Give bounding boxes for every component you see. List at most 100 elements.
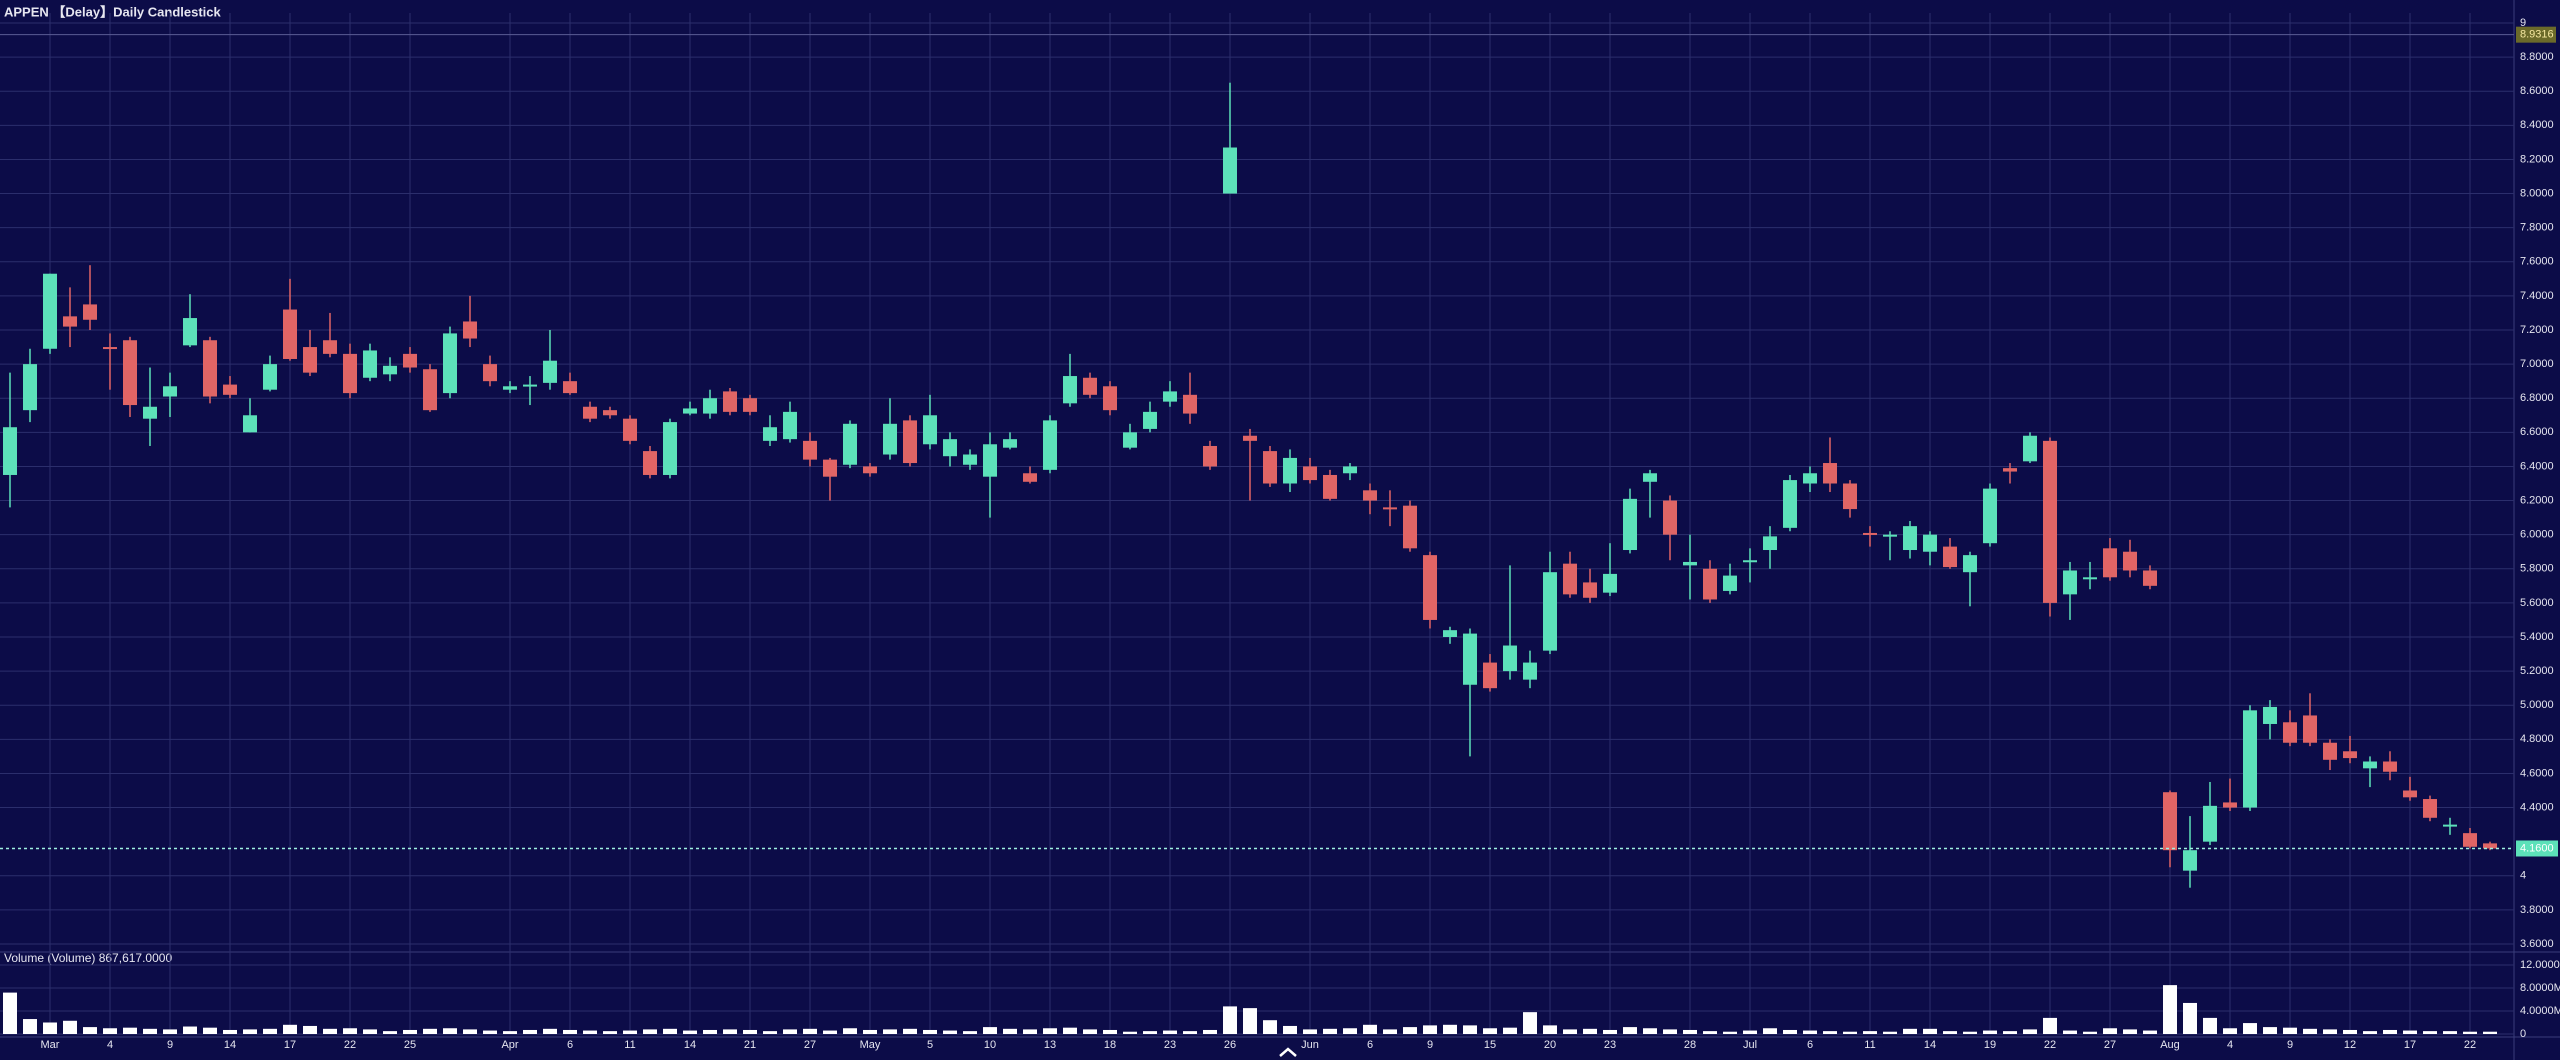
candle-body <box>2403 790 2417 798</box>
volume-bar <box>2203 1017 2217 1034</box>
candle-body <box>623 418 637 441</box>
candle-body <box>1803 473 1817 484</box>
volume-bar <box>1983 1030 1997 1034</box>
volume-bar <box>1823 1031 1837 1034</box>
x-tick-label: 20 <box>1544 1039 1556 1051</box>
candle-body <box>1823 463 1837 484</box>
volume-bar <box>163 1029 177 1034</box>
x-tick-label: 5 <box>927 1039 933 1051</box>
candle-body <box>1683 561 1697 566</box>
volume-bar <box>1883 1031 1897 1034</box>
volume-bar <box>1683 1029 1697 1034</box>
x-tick-label: 10 <box>984 1039 996 1051</box>
volume-bar <box>2103 1028 2117 1034</box>
candle-body <box>2243 710 2257 808</box>
volume-bar <box>2223 1028 2237 1034</box>
volume-bar <box>1183 1031 1197 1034</box>
volume-bar <box>1583 1028 1597 1034</box>
candle-body <box>183 318 197 346</box>
collapse-chevron[interactable] <box>1279 1047 1297 1057</box>
candle-body <box>1623 498 1637 551</box>
candle-body <box>603 410 617 416</box>
volume-bar <box>823 1030 837 1034</box>
candle-body <box>343 353 357 394</box>
volume-bar <box>1423 1025 1437 1034</box>
candle-body <box>883 423 897 455</box>
candle-body <box>683 408 697 414</box>
volume-bar <box>2423 1031 2437 1034</box>
candle-body <box>63 316 77 327</box>
volume-bar <box>2343 1029 2357 1034</box>
volume-bar <box>43 1022 57 1034</box>
volume-bar <box>1703 1031 1717 1034</box>
candle-body <box>2303 715 2317 743</box>
volume-bar <box>2243 1023 2257 1034</box>
candle-body <box>1983 488 1997 544</box>
crosshair-label: 8.9316 <box>2520 29 2554 41</box>
x-tick-label: 14 <box>1924 1039 1936 1051</box>
volume-bar <box>1283 1025 1297 1034</box>
y-tick-label: 6.8000 <box>2520 392 2554 404</box>
candle-body <box>1523 662 1537 680</box>
candle-body <box>803 440 817 460</box>
candle-body <box>1883 534 1897 537</box>
candle-body <box>2103 548 2117 578</box>
candle-body <box>223 384 237 395</box>
candle-body <box>903 420 917 464</box>
x-tick-label: 9 <box>1427 1039 1433 1051</box>
candle-body <box>1243 435 1257 441</box>
candle-body <box>863 466 877 474</box>
candle-body <box>1183 394 1197 414</box>
volume-bar <box>283 1024 297 1034</box>
candle-body <box>1383 507 1397 510</box>
x-tick-label: 22 <box>2464 1039 2476 1051</box>
x-tick-label: 23 <box>1164 1039 1176 1051</box>
x-tick-label: Aug <box>2160 1039 2180 1051</box>
candle-body <box>1063 376 1077 404</box>
candle-body <box>1163 391 1177 402</box>
candle-body <box>263 364 277 390</box>
candle-body <box>663 422 677 475</box>
candle-body <box>143 406 157 419</box>
candle-body <box>2083 577 2097 580</box>
candle-body <box>503 386 517 390</box>
candle-body <box>543 360 557 383</box>
y-tick-label: 6.2000 <box>2520 494 2554 506</box>
candle-body <box>1363 490 1377 501</box>
candle-body <box>1783 480 1797 528</box>
y-tick-label: 9 <box>2520 17 2526 29</box>
candle-body <box>83 304 97 320</box>
candle-body <box>943 439 957 457</box>
volume-bar <box>123 1027 137 1034</box>
candle-body <box>923 415 937 445</box>
volume-bar <box>103 1028 117 1034</box>
x-tick-label: 18 <box>1104 1039 1116 1051</box>
x-tick-label: Jun <box>1301 1039 1319 1051</box>
candle-body <box>2283 722 2297 743</box>
last-price-box <box>2516 840 2558 857</box>
volume-tick-label: 0 <box>2520 1028 2526 1040</box>
volume-bar <box>1243 1008 1257 1034</box>
volume-bar <box>583 1030 597 1034</box>
volume-bar <box>943 1030 957 1034</box>
x-tick-label: 19 <box>1984 1039 1996 1051</box>
y-tick-label: 8.6000 <box>2520 85 2554 97</box>
candle-body <box>1703 568 1717 600</box>
volume-bar <box>803 1028 817 1034</box>
candle-body <box>1123 432 1137 448</box>
volume-bar <box>463 1029 477 1034</box>
y-tick-label: 6.4000 <box>2520 460 2554 472</box>
candle-body <box>1543 572 1557 651</box>
volume-bar <box>2463 1031 2477 1034</box>
candle-body <box>2383 761 2397 772</box>
chart-title: APPEN 【Delay】Daily Candlestick <box>4 4 222 19</box>
candle-body <box>2443 824 2457 827</box>
volume-bar <box>603 1031 617 1034</box>
y-tick-label: 7.0000 <box>2520 358 2554 370</box>
volume-bar <box>1923 1028 1937 1034</box>
volume-bar <box>383 1031 397 1034</box>
volume-bar <box>2043 1017 2057 1034</box>
candle-body <box>1003 439 1017 448</box>
